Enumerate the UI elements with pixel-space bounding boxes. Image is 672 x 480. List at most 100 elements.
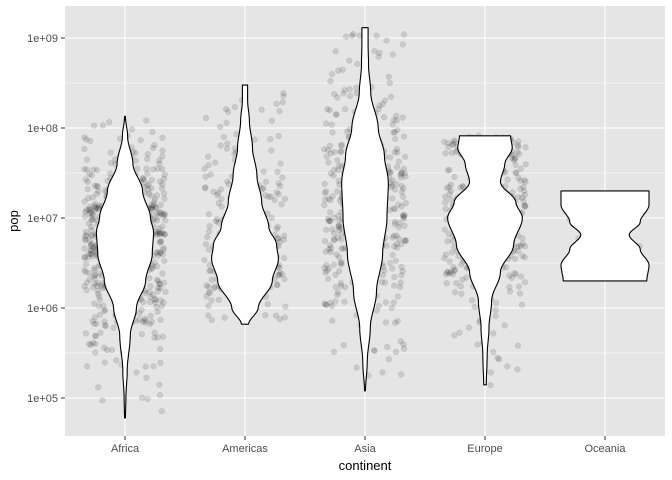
data-point	[382, 299, 390, 306]
data-point	[517, 165, 524, 172]
data-point	[327, 78, 334, 85]
data-point	[453, 280, 460, 287]
data-point	[490, 330, 497, 337]
data-point	[159, 210, 166, 217]
x-tick-label: Africa	[111, 443, 140, 455]
data-point	[393, 163, 401, 171]
data-point	[147, 293, 154, 300]
data-point	[465, 324, 473, 331]
data-point	[273, 281, 281, 289]
data-point	[442, 193, 449, 200]
data-point	[328, 121, 335, 128]
data-point	[154, 165, 161, 172]
data-point	[83, 207, 90, 214]
data-point	[156, 230, 163, 238]
data-point	[384, 343, 391, 351]
data-point	[389, 234, 396, 241]
data-point	[441, 138, 448, 145]
data-point	[398, 182, 405, 190]
data-point	[371, 47, 378, 55]
data-point	[328, 71, 336, 78]
data-point	[332, 298, 339, 305]
data-point	[85, 194, 92, 202]
data-point	[145, 186, 152, 193]
data-point	[395, 158, 403, 165]
data-point	[515, 138, 522, 145]
data-point	[353, 84, 360, 91]
data-point	[206, 289, 213, 297]
data-point	[280, 92, 287, 100]
data-point	[391, 282, 398, 289]
data-point	[334, 188, 341, 195]
data-point	[159, 147, 166, 154]
data-point	[324, 146, 332, 154]
data-point	[150, 199, 158, 206]
data-point	[162, 217, 169, 224]
data-point	[323, 188, 330, 195]
data-point	[107, 159, 115, 167]
data-point	[508, 274, 516, 281]
data-point	[402, 237, 409, 244]
data-point	[137, 136, 144, 144]
data-point	[512, 271, 519, 278]
data-point	[336, 217, 343, 224]
data-point	[442, 150, 449, 157]
data-point	[91, 320, 98, 328]
data-point	[400, 185, 407, 192]
data-point	[398, 272, 405, 279]
data-point	[151, 196, 159, 203]
data-point	[474, 341, 481, 348]
data-point	[153, 263, 161, 270]
data-point	[458, 290, 465, 297]
data-point	[340, 90, 347, 97]
data-point	[151, 329, 158, 336]
data-point	[401, 237, 408, 244]
data-point	[95, 384, 102, 391]
data-point	[335, 253, 343, 261]
data-point	[81, 253, 88, 261]
data-point	[330, 261, 337, 268]
data-point	[378, 278, 386, 286]
data-point	[231, 145, 238, 152]
data-point	[382, 319, 390, 326]
data-point	[93, 190, 100, 198]
data-point	[515, 194, 522, 201]
data-point	[487, 381, 494, 389]
data-point	[506, 283, 513, 291]
data-point	[96, 270, 103, 277]
data-point	[87, 137, 94, 145]
data-point	[387, 93, 395, 100]
data-point	[517, 185, 524, 192]
data-point	[153, 303, 160, 311]
data-point	[401, 170, 408, 177]
data-point	[386, 79, 393, 87]
data-point	[337, 259, 344, 266]
data-point	[279, 174, 286, 181]
data-point	[337, 280, 344, 287]
data-point	[210, 188, 217, 195]
data-point	[456, 329, 463, 336]
data-point	[446, 190, 453, 198]
data-point	[144, 170, 151, 177]
data-point	[274, 168, 281, 176]
data-point	[281, 314, 288, 321]
data-point	[160, 210, 168, 218]
data-point	[389, 182, 396, 189]
data-point	[442, 199, 449, 206]
data-point	[158, 408, 166, 415]
data-point	[451, 332, 458, 339]
data-point	[149, 264, 156, 271]
data-point	[151, 259, 158, 266]
data-point	[132, 157, 139, 164]
data-point	[400, 341, 407, 348]
data-point	[389, 177, 396, 184]
data-point	[205, 283, 212, 290]
data-point	[451, 289, 459, 296]
data-point	[202, 114, 210, 122]
data-point	[218, 203, 225, 210]
data-point	[321, 264, 328, 272]
data-point	[332, 271, 339, 278]
data-point	[444, 268, 452, 275]
data-point	[87, 241, 95, 248]
data-point	[86, 237, 94, 245]
